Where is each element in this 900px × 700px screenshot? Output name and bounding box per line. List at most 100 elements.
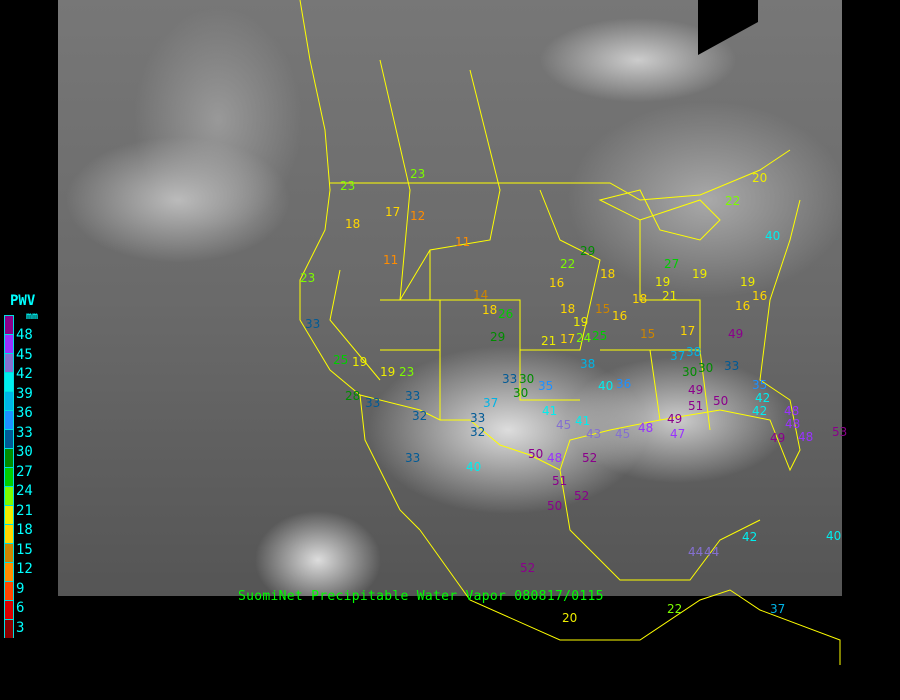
station-pwv-value: 19 <box>740 275 756 289</box>
station-pwv-value: 50 <box>713 394 729 408</box>
legend-tick: 12 <box>16 561 33 577</box>
station-pwv-value: 44 <box>688 545 704 559</box>
station-pwv-value: 18 <box>600 267 616 281</box>
station-pwv-value: 40 <box>598 379 614 393</box>
station-pwv-value: 52 <box>574 489 590 503</box>
legend-swatch <box>4 486 14 505</box>
station-pwv-value: 19 <box>573 315 589 329</box>
station-pwv-value: 48 <box>547 451 563 465</box>
station-pwv-value: 45 <box>615 427 631 441</box>
station-pwv-value: 18 <box>482 303 498 317</box>
legend-title: PWV <box>10 293 36 309</box>
station-pwv-value: 30 <box>519 372 535 386</box>
station-pwv-value: 51 <box>688 399 704 413</box>
station-pwv-value: 23 <box>300 271 316 285</box>
station-pwv-value: 53 <box>832 425 848 439</box>
station-pwv-value: 49 <box>688 383 704 397</box>
legend-swatch <box>4 562 14 581</box>
station-pwv-value: 36 <box>616 377 632 391</box>
station-pwv-value: 23 <box>399 365 415 379</box>
station-pwv-value: 40 <box>765 229 781 243</box>
station-pwv-value: 30 <box>682 365 698 379</box>
station-pwv-value: 33 <box>502 372 518 386</box>
station-pwv-value: 27 <box>664 257 680 271</box>
station-pwv-value: 48 <box>784 404 800 418</box>
station-pwv-value: 12 <box>410 209 426 223</box>
legend-swatch <box>4 581 14 600</box>
station-pwv-value: 29 <box>490 330 506 344</box>
station-pwv-value: 23 <box>340 179 356 193</box>
station-pwv-value: 15 <box>595 302 611 316</box>
station-pwv-value: 33 <box>405 389 421 403</box>
yucatan <box>559 469 761 581</box>
map-caption: SuomiNet Precipitable Water Vapor 080817… <box>238 589 604 604</box>
station-pwv-value: 16 <box>612 309 628 323</box>
station-pwv-value: 48 <box>798 430 814 444</box>
station-pwv-value: 33 <box>305 317 321 331</box>
station-pwv-value: 38 <box>580 357 596 371</box>
station-pwv-value: 41 <box>575 414 591 428</box>
station-pwv-value: 30 <box>698 361 714 375</box>
station-pwv-value: 37 <box>670 349 686 363</box>
legend-swatch <box>4 543 14 562</box>
station-pwv-value: 40 <box>826 529 842 543</box>
legend-tick: 48 <box>16 327 33 343</box>
station-pwv-value: 49 <box>728 327 744 341</box>
station-pwv-value: 19 <box>380 365 396 379</box>
station-pwv-value: 16 <box>735 299 751 313</box>
legend-tick: 30 <box>16 444 33 460</box>
legend-swatch <box>4 372 14 391</box>
station-pwv-value: 14 <box>473 288 489 302</box>
station-pwv-value: 17 <box>385 205 401 219</box>
station-pwv-value: 47 <box>670 427 686 441</box>
legend-swatch <box>4 619 14 638</box>
legend-swatch <box>4 600 14 619</box>
station-pwv-value: 35 <box>538 379 554 393</box>
legend-tick: 36 <box>16 405 33 421</box>
legend-tick: 39 <box>16 385 33 402</box>
station-pwv-value: 37 <box>770 602 786 616</box>
legend-swatch <box>4 334 14 353</box>
station-pwv-value: 26 <box>498 307 514 321</box>
station-pwv-value: 52 <box>582 451 598 465</box>
legend-swatch <box>4 353 14 372</box>
station-pwv-value: 42 <box>755 391 771 405</box>
legend-swatch <box>4 505 14 524</box>
station-pwv-value: 49 <box>770 431 786 445</box>
satellite-image <box>58 0 842 596</box>
station-pwv-value: 33 <box>470 411 486 425</box>
legend-swatch <box>4 429 14 448</box>
mexico-coast <box>419 529 841 665</box>
legend-tick: 6 <box>16 600 25 616</box>
station-pwv-value: 37 <box>483 396 499 410</box>
station-pwv-value: 17 <box>680 324 696 338</box>
station-pwv-value: 19 <box>352 355 368 369</box>
station-pwv-value: 19 <box>692 267 708 281</box>
station-pwv-value: 48 <box>638 421 654 435</box>
station-pwv-value: 19 <box>655 275 671 289</box>
station-pwv-value: 51 <box>552 474 568 488</box>
station-pwv-value: 50 <box>528 447 544 461</box>
station-pwv-value: 23 <box>410 167 426 181</box>
station-pwv-value: 42 <box>742 530 758 544</box>
legend-swatch <box>4 410 14 429</box>
station-pwv-value: 18 <box>632 292 648 306</box>
legend-swatch <box>4 391 14 410</box>
station-pwv-value: 38 <box>686 345 702 359</box>
station-pwv-value: 48 <box>785 417 801 431</box>
legend-tick: 3 <box>16 619 25 636</box>
station-pwv-value: 32 <box>412 409 428 423</box>
station-pwv-value: 33 <box>405 451 421 465</box>
legend-tick: 21 <box>16 502 33 519</box>
station-pwv-value: 40 <box>466 460 482 474</box>
station-pwv-value: 49 <box>667 412 683 426</box>
legend-unit: mm <box>26 311 39 322</box>
station-pwv-value: 18 <box>345 217 361 231</box>
station-pwv-value: 17 <box>560 332 576 346</box>
station-pwv-value: 28 <box>345 389 361 403</box>
station-pwv-value: 15 <box>640 327 656 341</box>
station-pwv-value: 32 <box>470 425 486 439</box>
us-mexico-border <box>359 394 561 471</box>
legend-tick: 24 <box>16 483 33 499</box>
